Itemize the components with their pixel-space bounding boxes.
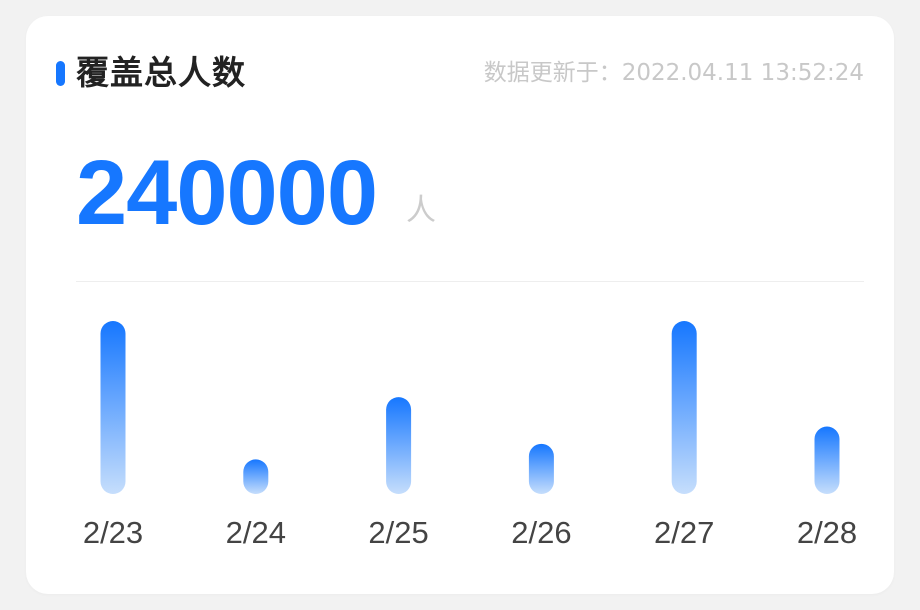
update-prefix: 数据更新于：	[483, 60, 622, 86]
update-timestamp: 数据更新于：2022.04.11 13:52:24	[484, 58, 864, 88]
total-count-value: 240000	[76, 142, 378, 244]
title-accent-mark	[56, 61, 65, 86]
bar-2-25	[386, 397, 412, 494]
x-tick-label: 2/23	[83, 515, 143, 550]
bars-group	[100, 321, 840, 494]
x-tick-label: 2/28	[797, 515, 857, 550]
update-time: 2022.04.11 13:52:24	[621, 60, 864, 86]
bar-2-23	[100, 321, 126, 494]
bar-2-26	[528, 443, 554, 494]
total-count-unit: 人	[406, 193, 436, 228]
card-title: 覆盖总人数	[76, 53, 246, 92]
x-tick-labels: 2/23 2/24 2/25 2/26 2/27 2/28	[83, 515, 857, 550]
x-tick-label: 2/26	[511, 515, 571, 550]
bar-2-28	[814, 426, 840, 494]
coverage-card: 覆盖总人数 数据更新于：2022.04.11 13:52:24 240000 人…	[26, 16, 894, 594]
bar-2-24	[243, 459, 269, 494]
x-tick-label: 2/25	[368, 515, 428, 550]
x-tick-label: 2/24	[226, 515, 286, 550]
x-tick-label: 2/27	[654, 515, 714, 550]
daily-bar-chart: 2/23 2/24 2/25 2/26 2/27 2/28	[83, 321, 857, 550]
divider	[76, 281, 864, 282]
bar-2-27	[671, 321, 697, 494]
